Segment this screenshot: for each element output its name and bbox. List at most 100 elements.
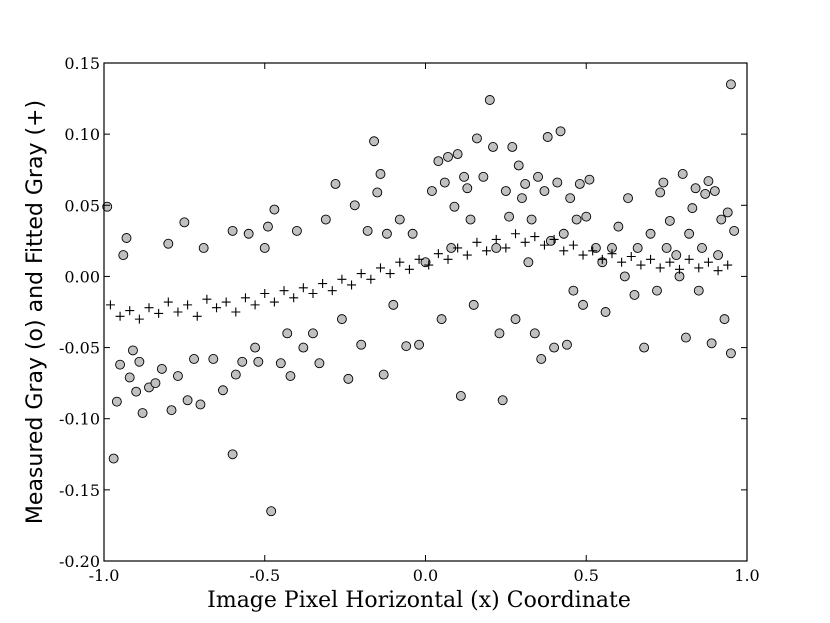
measured-point — [459, 171, 470, 182]
measured-point — [526, 214, 537, 225]
measured-point — [600, 307, 611, 317]
measured-point — [378, 369, 389, 380]
measured-point — [115, 359, 126, 370]
plot-points — [102, 79, 740, 517]
fitted-point — [520, 237, 530, 247]
measured-point — [259, 243, 270, 253]
measured-point — [198, 243, 209, 253]
measured-point — [189, 354, 199, 364]
measured-point — [500, 186, 511, 197]
fitted-point — [636, 260, 646, 270]
measured-point — [401, 341, 412, 352]
measured-point — [623, 193, 633, 204]
measured-point — [545, 235, 556, 246]
measured-point — [443, 151, 453, 162]
fitted-point — [665, 257, 675, 267]
measured-point — [275, 358, 286, 369]
measured-point — [230, 369, 241, 380]
measured-point — [227, 225, 238, 236]
y-tick-label: 0.10 — [64, 125, 100, 144]
x-tick-label: 1.0 — [734, 566, 759, 585]
fitted-point — [482, 246, 492, 256]
measured-point — [291, 225, 302, 236]
measured-point — [150, 378, 161, 389]
y-tick-label: -0.05 — [59, 339, 100, 358]
measured-point — [137, 408, 148, 418]
measured-point — [542, 132, 553, 142]
fitted-point — [607, 249, 617, 259]
measured-point — [677, 169, 688, 179]
measured-point — [237, 356, 248, 367]
measured-point — [523, 257, 534, 268]
measured-point — [362, 225, 373, 236]
measured-point — [118, 250, 129, 261]
measured-point — [703, 176, 714, 187]
measured-point — [102, 201, 113, 212]
measured-point — [484, 95, 495, 105]
fitted-point — [385, 269, 395, 279]
measured-point — [455, 390, 466, 401]
measured-point — [394, 214, 405, 225]
y-tick-label: 0.00 — [64, 267, 100, 286]
measured-point — [507, 141, 518, 152]
fitted-point — [308, 289, 318, 299]
measured-point — [462, 183, 473, 194]
fitted-point — [723, 260, 733, 270]
measured-point — [420, 257, 431, 268]
x-tick-label: -0.5 — [249, 566, 280, 585]
measured-point — [124, 372, 135, 383]
fitted-point — [192, 311, 202, 321]
x-tick-label: -1.0 — [89, 566, 120, 585]
measured-point — [449, 201, 460, 212]
fitted-point — [183, 300, 193, 310]
fitted-point — [289, 293, 299, 303]
measured-point — [671, 250, 682, 261]
measured-point — [661, 243, 672, 253]
measured-point — [330, 178, 341, 189]
measured-point — [375, 169, 386, 179]
fitted-point — [250, 300, 260, 310]
measured-point — [571, 214, 582, 225]
fitted-point — [144, 303, 154, 313]
fitted-point — [530, 232, 540, 242]
measured-point — [613, 221, 624, 232]
measured-point — [729, 225, 740, 236]
measured-point — [253, 356, 264, 367]
fitted-point — [713, 266, 723, 276]
fitted-point — [134, 314, 144, 324]
measured-point — [552, 177, 563, 188]
measured-point — [320, 214, 331, 225]
measured-point — [687, 203, 698, 214]
y-tick-label: -0.10 — [59, 410, 100, 429]
measured-point — [555, 126, 566, 137]
fitted-point — [395, 257, 405, 267]
measured-point — [725, 79, 736, 90]
measured-point — [127, 345, 138, 356]
measured-point — [629, 289, 640, 300]
fitted-point — [298, 283, 308, 293]
measured-point — [134, 356, 145, 367]
fitted-point — [424, 260, 434, 270]
measured-point — [517, 193, 527, 204]
fitted-point — [472, 237, 482, 247]
fitted-point — [646, 254, 656, 264]
measured-point — [414, 339, 425, 350]
measured-point — [172, 371, 183, 381]
measured-point — [725, 348, 736, 359]
measured-point — [510, 314, 521, 325]
fitted-point — [588, 246, 598, 256]
measured-point — [520, 178, 531, 189]
measured-point — [488, 141, 498, 152]
measured-point — [282, 328, 293, 339]
axis-tick-labels: -1.0 -0.5 0.0 0.5 1.0 0.15 0.10 0.05 0.00 -0.05 -0… — [59, 54, 760, 585]
measured-point — [652, 285, 662, 296]
measured-point — [266, 506, 277, 517]
measured-point — [697, 243, 707, 253]
measured-point — [513, 160, 524, 171]
fitted-point — [501, 243, 511, 253]
measured-point — [690, 183, 701, 194]
fitted-point — [568, 240, 578, 250]
measured-point — [163, 238, 174, 249]
measured-point — [497, 395, 508, 406]
fitted-point — [511, 229, 521, 239]
